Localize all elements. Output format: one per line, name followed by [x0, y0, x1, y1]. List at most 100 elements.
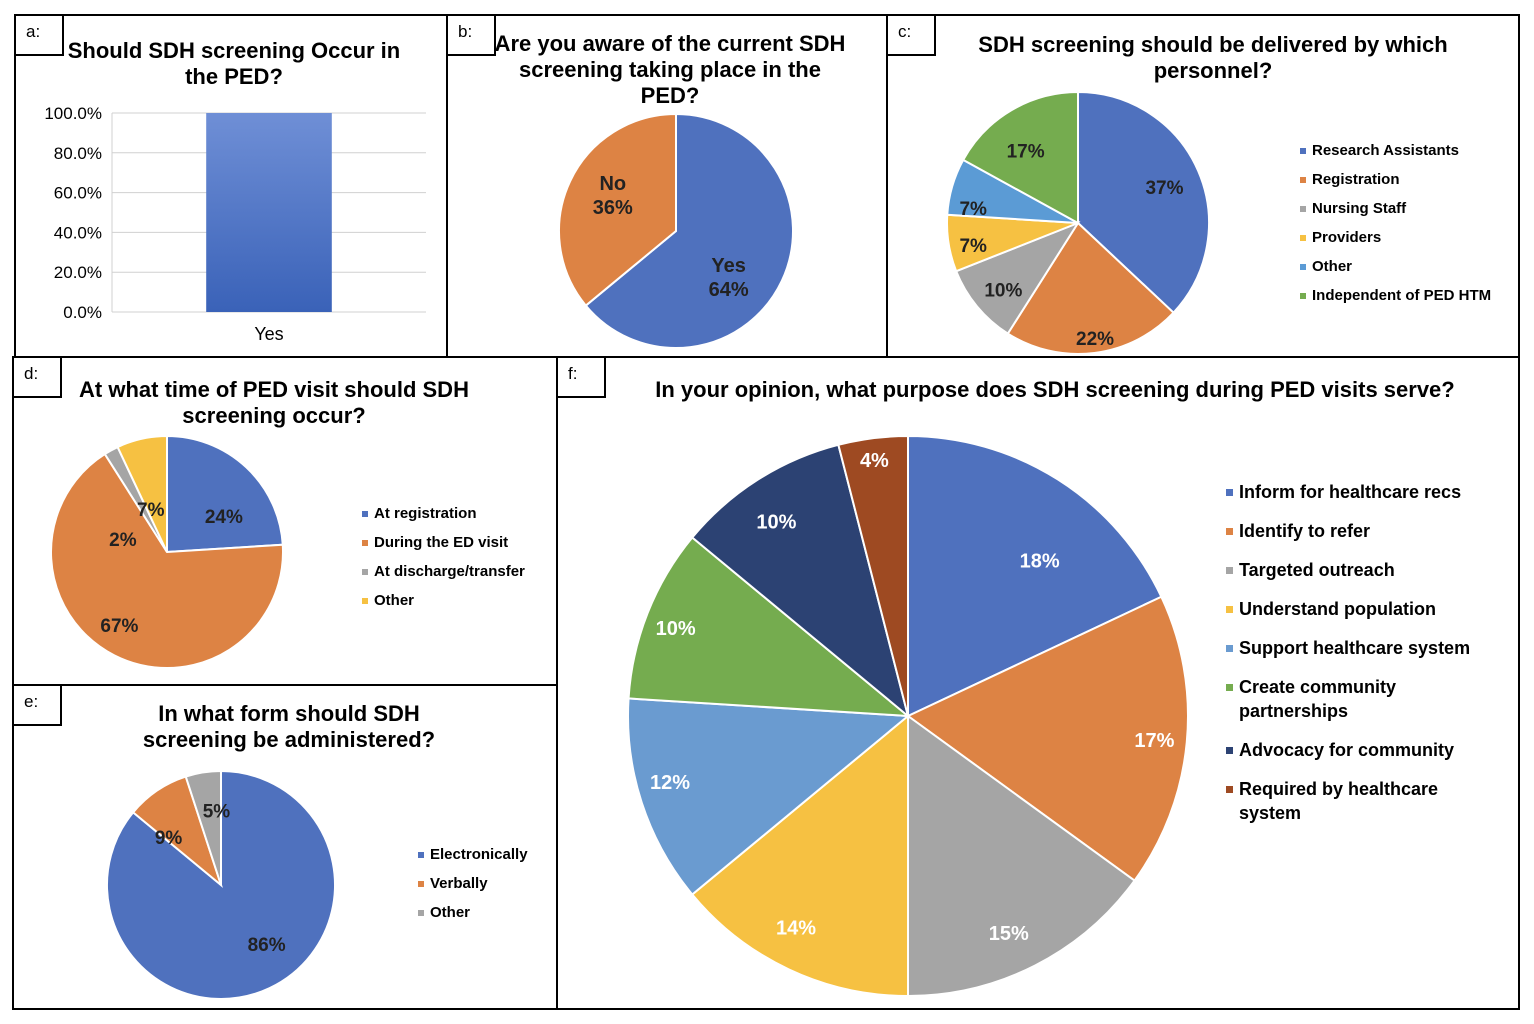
legend-item: Electronically	[418, 844, 556, 865]
legend-item: Verbally	[418, 873, 556, 894]
legend-swatch	[418, 880, 424, 887]
legend-item: Other	[1300, 256, 1518, 277]
legend-item: Independent of PED HTM	[1300, 285, 1518, 306]
legend-swatch	[1226, 644, 1233, 652]
pie-data-label: 4%	[860, 450, 889, 472]
pie-data-label-line: 4%	[860, 450, 889, 472]
pie-slice	[907, 714, 1136, 998]
pie-data-label: 7%	[959, 199, 987, 220]
y-tick-label: 100.0%	[44, 104, 102, 123]
legend-item: Research Assistants	[1300, 140, 1518, 161]
pie-data-label: 9%	[155, 828, 183, 849]
panel-letter-d: d:	[14, 358, 62, 398]
pie-slice	[1006, 221, 1175, 355]
pie-slice	[627, 697, 911, 896]
pie-data-label-line: 36%	[593, 197, 633, 219]
pie-slice	[837, 434, 909, 717]
pie-data-label: 17%	[1007, 142, 1045, 163]
legend-swatch	[1226, 746, 1233, 754]
chart-title-a: Should SDH screening Occur in the PED?	[67, 38, 401, 89]
legend-item: Identify to refer	[1226, 519, 1496, 543]
legend-label: Other	[374, 592, 415, 609]
legend-swatch	[1226, 683, 1233, 691]
pie-slice	[627, 536, 912, 718]
pie-data-label-line: 22%	[1076, 329, 1114, 350]
pie-data-label: 10%	[756, 511, 796, 533]
legend-swatch	[1300, 147, 1306, 154]
pie-data-label: 86%	[248, 935, 286, 956]
legend-c: Research Assistants Registration Nursing S…	[1300, 140, 1518, 314]
legend-label: Identify to refer	[1239, 521, 1371, 541]
legend-swatch	[1300, 263, 1306, 270]
pie-data-label: 24%	[205, 507, 243, 528]
pie-chart-d: 24% 67% 2%7%	[50, 434, 284, 669]
pie-slice	[1077, 90, 1210, 315]
pie-data-label: 18%	[1020, 551, 1060, 573]
panel-c: c: SDH screening should be delivered by …	[886, 14, 1520, 358]
panel-d: d: At what time of PED visit should SDH …	[12, 356, 558, 686]
panel-letter-e: e:	[14, 686, 62, 726]
panel-a: a: Should SDH screening Occur in the PED…	[14, 14, 448, 358]
legend-item: At discharge/transfer	[362, 561, 556, 582]
pie-data-label: 7%	[959, 236, 987, 257]
pie-slice	[584, 112, 794, 349]
chart-title-c: SDH screening should be delivered by whi…	[978, 32, 1448, 83]
legend-label: Support healthcare system	[1239, 638, 1471, 658]
chart-title-e: In what form should SDH screening be adm…	[142, 701, 436, 752]
legend-item: Advocacy for community	[1226, 738, 1496, 762]
pie-slice	[954, 220, 1081, 335]
pie-data-label-line: 64%	[709, 279, 749, 301]
pie-data-label: 22%	[1076, 329, 1114, 350]
legend-swatch	[1226, 488, 1233, 496]
pie-data-label-line: 2%	[109, 530, 137, 551]
pie-data-label-line: 10%	[656, 618, 696, 640]
pie-chart-c: 37% 22% 10% 7% 7% 17%	[946, 90, 1210, 355]
legend-item: During the ED visit	[362, 532, 556, 553]
legend-label: Required by healthcare system	[1239, 779, 1439, 823]
legend-swatch	[362, 568, 368, 575]
pie-data-label: 15%	[989, 923, 1029, 945]
panel-letter-f: f:	[558, 358, 606, 398]
pie-data-label-line: 7%	[137, 500, 165, 521]
legend-label: Electronically	[430, 846, 528, 863]
legend-swatch	[1300, 292, 1306, 299]
legend-swatch	[1300, 234, 1306, 241]
legend-swatch	[1226, 605, 1233, 613]
pie-data-label: 10%	[656, 618, 696, 640]
y-tick-label: 20.0%	[54, 263, 102, 282]
pie-data-label-line: 17%	[1134, 730, 1174, 752]
legend-item: Nursing Staff	[1300, 198, 1518, 219]
legend-label: Advocacy for community	[1239, 740, 1455, 760]
legend-label: Other	[430, 904, 471, 921]
pie-data-label-line: 14%	[776, 917, 816, 939]
legend-label: Other	[1312, 258, 1353, 275]
y-tick-label: 0.0%	[63, 303, 102, 322]
pie-data-label: 37%	[1145, 178, 1183, 199]
pie-data-label: 5%	[203, 802, 231, 823]
pie-data-label-line: 7%	[959, 199, 987, 220]
pie-data-label-line: 18%	[1020, 551, 1060, 573]
panel-e: e: In what form should SDH screening be …	[12, 684, 558, 1010]
y-tick-label: 40.0%	[54, 223, 102, 242]
panel-f: f: In your opinion, what purpose does SD…	[556, 356, 1520, 1010]
legend-label: Independent of PED HTM	[1312, 287, 1492, 304]
pie-data-label-line: 12%	[650, 772, 690, 794]
pie-data-label: 2%	[109, 530, 137, 551]
legend-item: Support healthcare system	[1226, 636, 1496, 660]
y-tick-label: 60.0%	[54, 184, 102, 203]
pie-data-label-line: 17%	[1007, 142, 1045, 163]
pie-data-label-line: 10%	[984, 280, 1022, 301]
legend-label: Research Assistants	[1312, 142, 1460, 159]
pie-data-label-line: 67%	[100, 616, 138, 637]
pie-data-label-line: 15%	[989, 923, 1029, 945]
y-tick-label: 80.0%	[54, 144, 102, 163]
pie-slice	[690, 443, 910, 719]
pie-slice	[166, 434, 284, 554]
pie-data-label: 17%	[1134, 730, 1174, 752]
pie-slice	[961, 90, 1079, 225]
pie-data-label-line: 86%	[248, 935, 286, 956]
pie-data-label: 14%	[776, 917, 816, 939]
chart-title-f: In your opinion, what purpose does SDH s…	[655, 377, 1455, 402]
legend-swatch	[418, 851, 424, 858]
legend-label: At discharge/transfer	[374, 563, 525, 580]
